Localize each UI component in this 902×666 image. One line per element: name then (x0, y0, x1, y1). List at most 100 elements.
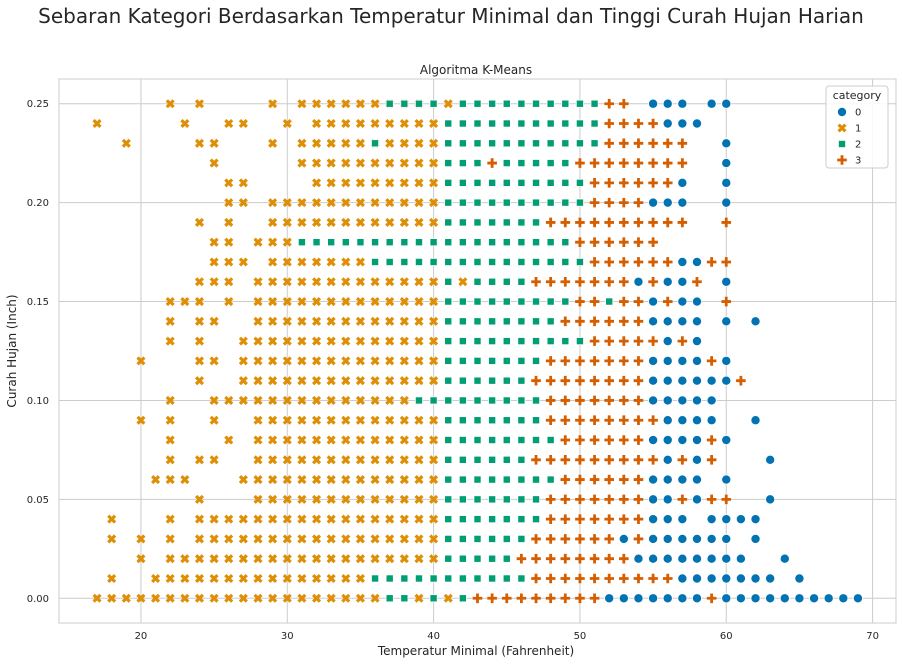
data-point-category-0 (662, 435, 673, 446)
data-point-category-1 (121, 138, 131, 148)
data-point-category-2 (488, 178, 497, 187)
data-point-category-0 (721, 533, 732, 544)
data-point-category-2 (473, 159, 482, 168)
data-point-category-0 (677, 197, 688, 208)
data-point-category-3 (721, 217, 732, 228)
data-point-category-3 (575, 375, 585, 386)
data-point-category-3 (662, 158, 673, 168)
data-point-category-0 (779, 553, 790, 564)
data-point-category-1 (326, 415, 336, 425)
data-point-category-3 (531, 593, 541, 604)
data-point-category-1 (107, 573, 117, 584)
data-point-category-1 (429, 158, 439, 168)
data-point-category-3 (589, 178, 600, 188)
data-point-category-1 (180, 593, 190, 603)
data-point-category-0 (691, 375, 702, 386)
data-point-category-2 (502, 277, 511, 286)
data-point-category-1 (268, 593, 278, 603)
data-point-category-2 (517, 495, 526, 504)
data-point-category-0 (691, 316, 702, 327)
data-point-category-1 (194, 514, 205, 524)
data-point-category-2 (385, 99, 394, 108)
data-point-category-1 (355, 514, 365, 524)
data-point-category-3 (575, 494, 585, 505)
data-point-category-3 (662, 296, 673, 307)
data-point-category-2 (444, 554, 453, 563)
data-point-category-0 (721, 177, 732, 188)
data-point-category-3 (545, 494, 556, 505)
data-point-category-1 (297, 198, 307, 208)
data-point-category-3 (604, 534, 614, 544)
data-point-category-3 (589, 197, 600, 208)
data-point-category-2 (517, 277, 526, 286)
data-point-category-1 (414, 198, 424, 208)
plot-area (58, 78, 897, 624)
series-1 (92, 99, 468, 603)
data-point-category-1 (268, 415, 278, 425)
data-point-category-2 (502, 119, 511, 128)
data-point-category-1 (209, 138, 219, 148)
data-point-category-2 (488, 416, 497, 425)
data-point-category-0 (750, 415, 761, 426)
data-point-category-0 (677, 177, 688, 188)
data-point-category-2 (590, 99, 599, 108)
data-point-category-2 (458, 574, 467, 583)
data-point-category-3 (633, 237, 644, 247)
data-point-category-3 (619, 316, 629, 327)
data-point-category-3 (575, 534, 585, 544)
data-point-category-2 (517, 198, 526, 207)
data-point-category-1 (385, 118, 395, 129)
data-point-category-1 (107, 534, 117, 544)
data-point-category-3 (604, 553, 614, 564)
data-point-category-0 (662, 197, 673, 208)
data-point-category-3 (589, 494, 600, 505)
data-point-category-2 (458, 356, 467, 365)
data-point-category-1 (194, 138, 205, 148)
data-point-category-2 (532, 139, 541, 148)
data-point-category-1 (312, 554, 322, 564)
data-point-category-1 (399, 217, 409, 227)
data-point-category-2 (502, 554, 511, 563)
data-point-category-1 (326, 534, 336, 544)
data-point-category-0 (677, 435, 688, 446)
data-point-category-3 (648, 336, 658, 346)
data-point-category-1 (429, 415, 439, 425)
data-point-category-0 (735, 593, 746, 604)
data-point-category-1 (443, 99, 453, 109)
data-point-category-0 (677, 355, 688, 366)
data-point-category-3 (531, 455, 541, 465)
data-point-category-1 (194, 593, 205, 603)
data-point-category-3 (589, 336, 600, 346)
data-point-category-3 (575, 593, 585, 604)
data-point-category-0 (662, 276, 673, 287)
data-point-category-1 (399, 554, 409, 564)
data-point-category-0 (648, 533, 659, 544)
data-point-category-3 (545, 356, 556, 366)
data-point-category-2 (488, 554, 497, 563)
data-point-category-0 (691, 336, 702, 347)
data-point-category-1 (136, 356, 146, 366)
data-point-category-3 (589, 435, 600, 445)
data-point-category-3 (604, 158, 614, 168)
data-point-category-3 (531, 553, 541, 564)
data-point-category-1 (282, 514, 292, 524)
data-point-category-2 (458, 178, 467, 187)
data-point-category-1 (370, 455, 380, 465)
data-point-category-1 (312, 336, 322, 346)
data-point-category-1 (399, 435, 409, 445)
data-point-category-2 (488, 515, 497, 524)
data-point-category-1 (414, 316, 424, 326)
data-point-category-1 (458, 277, 468, 287)
data-point-category-3 (662, 138, 673, 149)
data-point-category-2 (488, 238, 497, 247)
data-point-category-0 (633, 276, 644, 287)
data-point-category-1 (341, 395, 351, 405)
data-point-category-2 (458, 198, 467, 207)
data-point-category-3 (633, 474, 644, 485)
data-point-category-3 (619, 573, 629, 584)
data-point-category-1 (253, 316, 263, 326)
data-point-category-1 (385, 475, 395, 485)
data-point-category-1 (399, 494, 409, 504)
data-point-category-1 (429, 554, 439, 564)
data-point-category-1 (355, 455, 365, 465)
